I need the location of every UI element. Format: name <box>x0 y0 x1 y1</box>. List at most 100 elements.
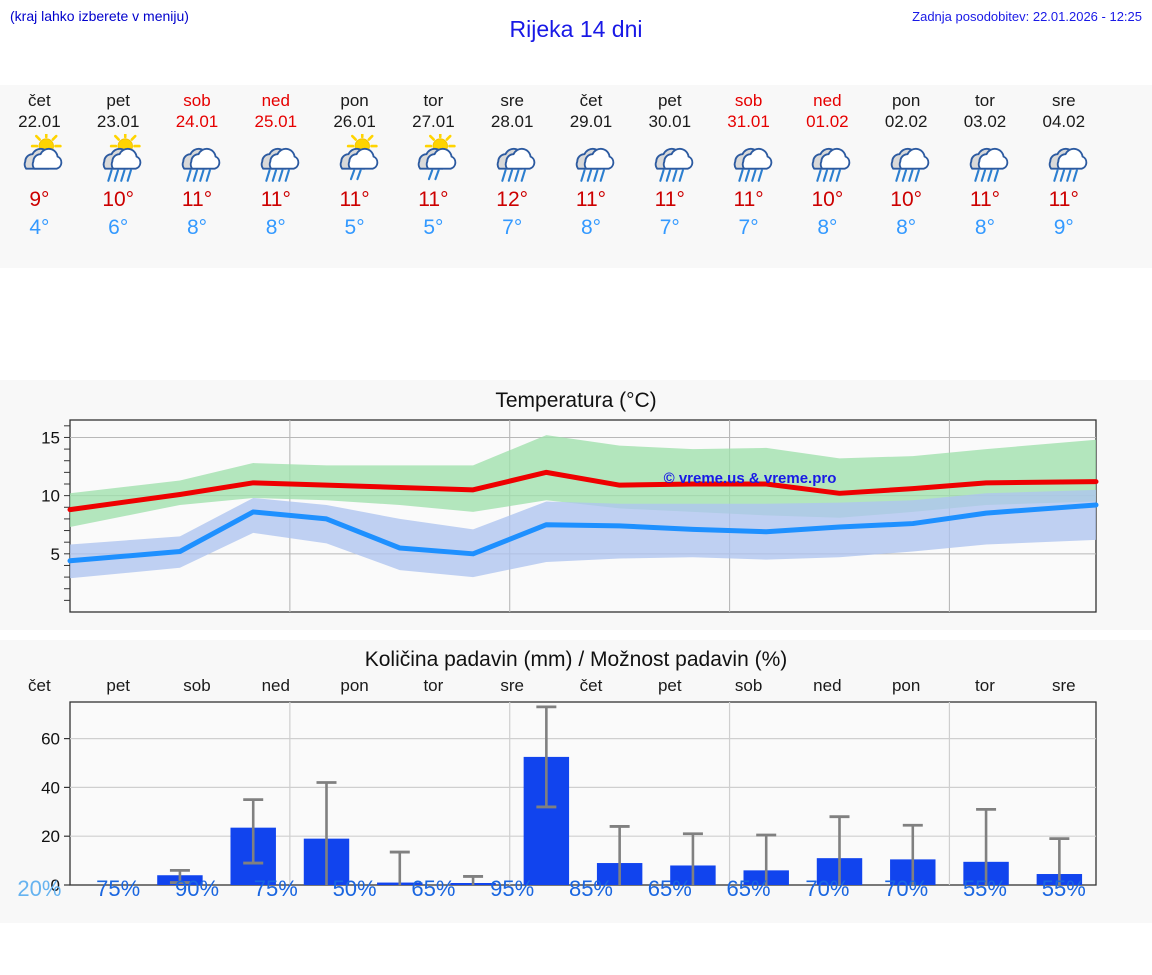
sun-cloud-lightrain-icon <box>418 134 457 181</box>
temperature-line-min <box>67 502 1099 564</box>
day-temp-max: 11° <box>575 188 607 211</box>
forecast-day-11[interactable]: ned 01.02 10° 8° <box>788 85 867 268</box>
forecast-day-12[interactable]: pon 02.02 10° 8° <box>867 85 946 268</box>
day-date: 29.01 <box>569 112 613 131</box>
day-name: ned <box>813 91 842 110</box>
forecast-day-2[interactable]: pet 23.01 10° 6° <box>79 85 158 268</box>
forecast-day-13[interactable]: tor 03.02 11° 8° <box>946 85 1025 268</box>
precipitation-probability: 70% <box>884 876 929 901</box>
day-date: 01.02 <box>806 112 849 131</box>
forecast-strip: čet 22.01 9° 4° pet 23.01 10° 6° sob 24.01 11° 8° ne… <box>0 85 1152 268</box>
precipitation-probability: 65% <box>726 876 771 901</box>
day-temp-min: 8° <box>974 216 995 239</box>
precipitation-probability: 65% <box>411 876 456 901</box>
precipitation-day-label: pon <box>340 676 369 695</box>
day-temp-min: 8° <box>896 216 917 239</box>
day-name: sob <box>734 91 763 110</box>
precipitation-probability: 50% <box>332 876 377 901</box>
day-name: sre <box>1051 91 1076 110</box>
day-date: 28.01 <box>490 112 534 131</box>
day-temp-min: 8° <box>817 216 838 239</box>
last-updated: Zadnja posodobitev: 22.01.2026 - 12:25 <box>912 9 1142 24</box>
forecast-day-9[interactable]: pet 30.01 11° 7° <box>630 85 709 268</box>
day-temp-min: 7° <box>659 216 680 239</box>
y-axis-tick-label: 10 <box>41 487 60 506</box>
precipitation-probability: 55% <box>1041 876 1086 901</box>
day-name: pon <box>891 91 921 110</box>
forecast-day-7[interactable]: sre 28.01 12° 7° <box>473 85 552 268</box>
precipitation-day-label: sre <box>500 676 524 695</box>
day-temp-max: 9° <box>29 188 50 211</box>
precipitation-day-label: ned <box>813 676 842 695</box>
day-temp-max: 11° <box>260 188 291 211</box>
temperature-chart-panel: Temperatura (°C) 5 10 15 © vreme.us & vreme… <box>0 380 1152 630</box>
page-header: (kraj lahko izberete v meniju) Rijeka 14… <box>0 0 1152 58</box>
precipitation-day-label: pon <box>891 676 921 695</box>
precipitation-probability: 55% <box>962 876 1007 901</box>
precipitation-day-label: čet <box>579 676 603 695</box>
day-temp-max: 11° <box>654 188 685 211</box>
day-temp-max: 11° <box>339 188 370 211</box>
day-name: pet <box>106 91 131 110</box>
day-temp-max: 10° <box>102 188 135 211</box>
day-temp-min: 6° <box>108 216 129 239</box>
forecast-day-10[interactable]: sob 31.01 11° 7° <box>709 85 788 268</box>
temperature-line-max <box>67 469 1099 513</box>
precipitation-chart-title: Količina padavin (mm) / Možnost padavin … <box>364 648 788 671</box>
day-date: 22.01 <box>18 112 61 131</box>
forecast-day-4[interactable]: ned 25.01 11° 8° <box>236 85 315 268</box>
watermark-credit: © vreme.us & vreme.pro <box>664 470 837 487</box>
y-axis-tick-label: 20 <box>41 827 60 846</box>
day-date: 03.02 <box>963 112 1007 131</box>
day-temp-max: 11° <box>418 188 449 211</box>
day-temp-min: 8° <box>580 216 602 239</box>
day-name: sre <box>500 91 524 110</box>
day-date: 30.01 <box>648 112 692 131</box>
cloud-rain-icon <box>260 147 300 182</box>
day-date: 26.01 <box>333 112 376 131</box>
day-temp-max: 11° <box>1048 188 1079 211</box>
precipitation-probability: 70% <box>805 876 850 901</box>
precipitation-day-label: sob <box>183 676 211 695</box>
forecast-day-8[interactable]: čet 29.01 11° 8° <box>552 85 631 268</box>
cloud-rain-icon <box>812 147 851 182</box>
forecast-day-1[interactable]: čet 22.01 9° 4° <box>0 85 79 268</box>
day-name: tor <box>423 91 444 110</box>
cloud-rain-icon <box>733 147 772 182</box>
precipitation-day-label: sob <box>734 676 763 695</box>
cloud-rain-icon <box>575 147 615 182</box>
sun-cloud-rain-icon <box>102 134 142 182</box>
day-temp-min: 5° <box>423 216 444 239</box>
day-date: 25.01 <box>254 112 298 131</box>
day-date: 04.02 <box>1042 112 1086 131</box>
y-axis-tick-label: 40 <box>41 778 60 797</box>
precipitation-probability: 85% <box>568 876 613 901</box>
day-temp-min: 8° <box>186 216 208 239</box>
precipitation-probability: 75% <box>253 876 298 901</box>
precipitation-day-labels: čet pet sob ned pon tor sre čet pet sob ned pon tor s… <box>0 676 1152 696</box>
page-title: Rijeka 14 dni <box>509 16 643 42</box>
temperature-chart-title: Temperatura (°C) <box>495 389 657 412</box>
forecast-day-14[interactable]: sre 04.02 11° 9° <box>1024 85 1103 268</box>
cloud-rain-icon <box>1048 147 1088 182</box>
precipitation-probability: 95% <box>490 876 535 901</box>
precipitation-probability: 65% <box>647 876 692 901</box>
plot-area <box>69 701 1097 886</box>
forecast-day-5[interactable]: pon 26.01 11° 5° <box>315 85 394 268</box>
day-temp-max: 11° <box>733 188 764 211</box>
precipitation-day-label: pet <box>106 676 131 695</box>
y-axis-tick-label: 5 <box>51 545 60 564</box>
day-temp-min: 9° <box>1053 216 1074 239</box>
day-temp-min: 7° <box>738 216 759 239</box>
forecast-day-6[interactable]: tor 27.01 11° 5° <box>394 85 473 268</box>
day-date: 31.01 <box>727 112 770 131</box>
forecast-day-3[interactable]: sob 24.01 11° 8° <box>158 85 237 268</box>
precipitation-day-label: ned <box>261 676 290 695</box>
precipitation-day-label: sre <box>1051 676 1076 695</box>
day-date: 24.01 <box>175 112 219 131</box>
y-axis-tick-label: 60 <box>41 730 60 749</box>
day-name: sob <box>183 91 211 110</box>
precipitation-probability: 90% <box>174 876 220 901</box>
day-name: ned <box>261 91 290 110</box>
day-name: tor <box>975 91 995 110</box>
